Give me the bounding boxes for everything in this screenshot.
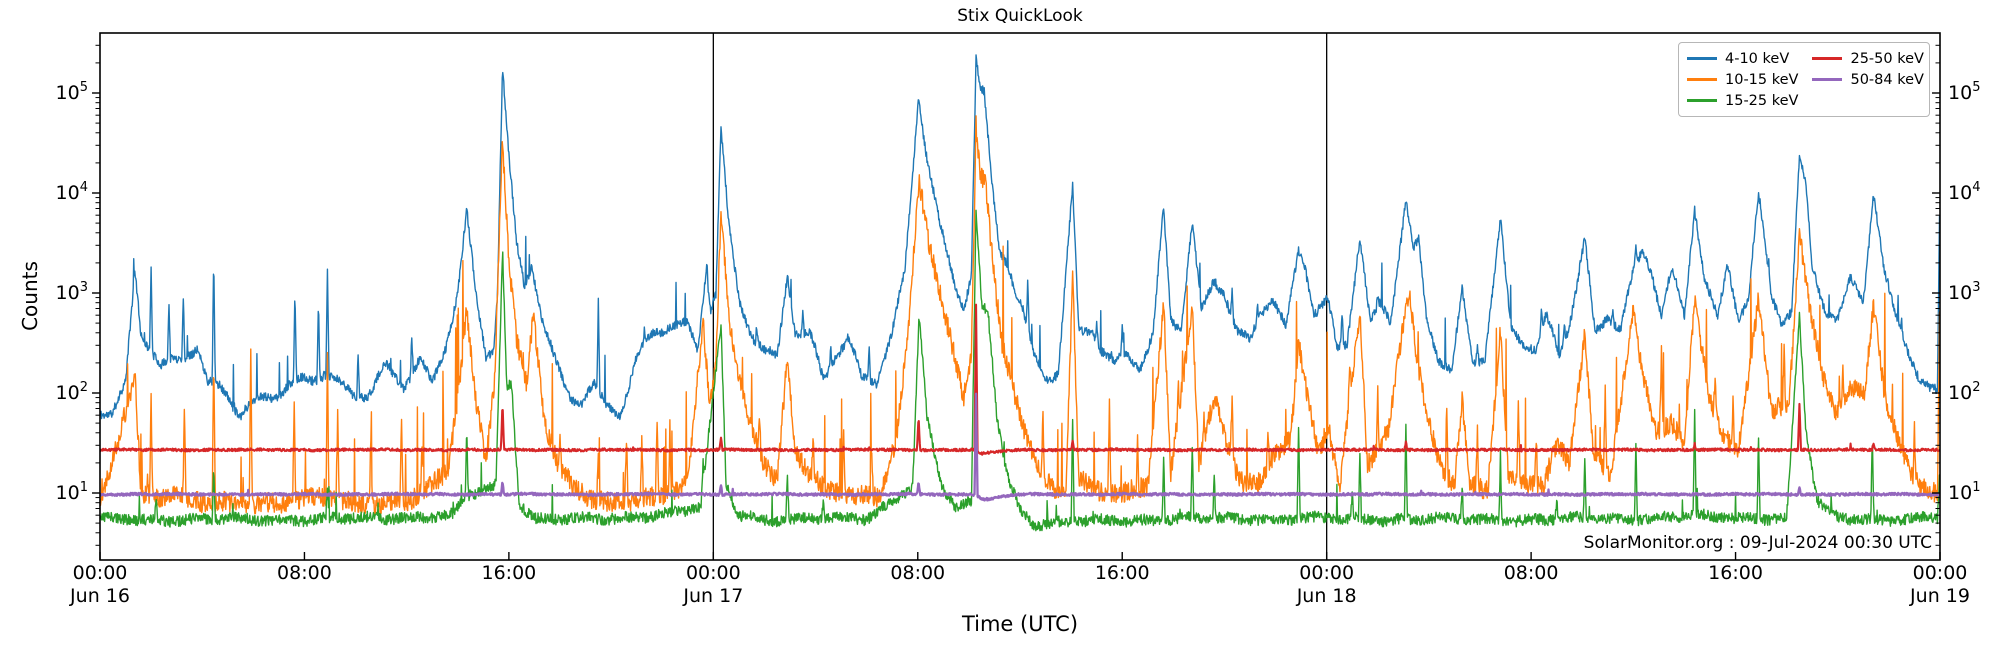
legend-label: 25-50 keV — [1850, 50, 1924, 67]
x-tick-day-label: Jun 19 — [1909, 585, 1970, 607]
series-line-10-15-keV — [100, 115, 1940, 516]
legend-label: 15-25 keV — [1725, 92, 1799, 109]
y-tick-label: 103 — [56, 280, 88, 304]
x-tick-label: 00:00 — [686, 562, 741, 584]
y-tick-label: 105 — [56, 80, 88, 104]
legend-label: 4-10 keV — [1725, 50, 1790, 67]
x-tick-label: 08:00 — [1504, 562, 1559, 584]
series-line-15-25-keV — [100, 209, 1940, 532]
y-tick-label: 101 — [56, 480, 88, 504]
legend-item: 25-50 keV — [1812, 48, 1924, 69]
x-tick-day-label: Jun 17 — [682, 585, 743, 607]
y-axis-label: Counts — [18, 261, 42, 331]
y-tick-label: 105 — [1948, 80, 1980, 104]
legend-item: 15-25 keV — [1687, 90, 1798, 111]
legend-line-sample — [1687, 57, 1717, 60]
x-tick-label: 00:00 — [73, 562, 128, 584]
x-tick-label: 08:00 — [277, 562, 332, 584]
chart-title: Stix QuickLook — [957, 6, 1083, 26]
y-tick-label: 102 — [1948, 380, 1980, 404]
legend-label: 10-15 keV — [1725, 71, 1799, 88]
y-tick-label: 104 — [1948, 180, 1980, 204]
x-tick-day-label: Jun 18 — [1296, 585, 1357, 607]
x-tick-label: 00:00 — [1913, 562, 1968, 584]
series-line-25-50-keV — [100, 303, 1940, 456]
series-group — [100, 54, 1940, 532]
legend-line-sample — [1687, 78, 1717, 81]
series-line-4-10-keV — [100, 54, 1940, 421]
y-tick-label: 104 — [56, 180, 88, 204]
x-tick-label: 00:00 — [1299, 562, 1354, 584]
legend-item: 10-15 keV — [1687, 69, 1798, 90]
watermark-text: SolarMonitor.org : 09-Jul-2024 00:30 UTC — [1583, 533, 1932, 553]
x-tick-label: 16:00 — [1708, 562, 1763, 584]
x-tick-label: 16:00 — [482, 562, 537, 584]
legend-column: 4-10 keV 10-15 keV 15-25 keV — [1687, 48, 1798, 111]
x-tick-day-label: Jun 16 — [69, 585, 130, 607]
series-line-50-84-keV — [100, 392, 1940, 502]
legend-item: 50-84 keV — [1812, 69, 1924, 90]
legend-item: 4-10 keV — [1687, 48, 1798, 69]
legend-line-sample — [1812, 78, 1843, 81]
legend: 4-10 keV 10-15 keV 15-25 keV 25-50 keV 50-84… — [1678, 42, 1930, 117]
y-tick-label: 103 — [1948, 280, 1980, 304]
y-tick-label: 102 — [56, 380, 88, 404]
x-axis-label: Time (UTC) — [961, 612, 1079, 636]
legend-line-sample — [1687, 99, 1717, 102]
plot-border — [99, 32, 1941, 561]
x-tick-label: 08:00 — [890, 562, 945, 584]
legend-label: 50-84 keV — [1850, 71, 1924, 88]
legend-line-sample — [1812, 57, 1843, 60]
legend-column: 25-50 keV 50-84 keV — [1812, 48, 1924, 111]
y-tick-label: 101 — [1948, 480, 1980, 504]
x-tick-label: 16:00 — [1095, 562, 1150, 584]
